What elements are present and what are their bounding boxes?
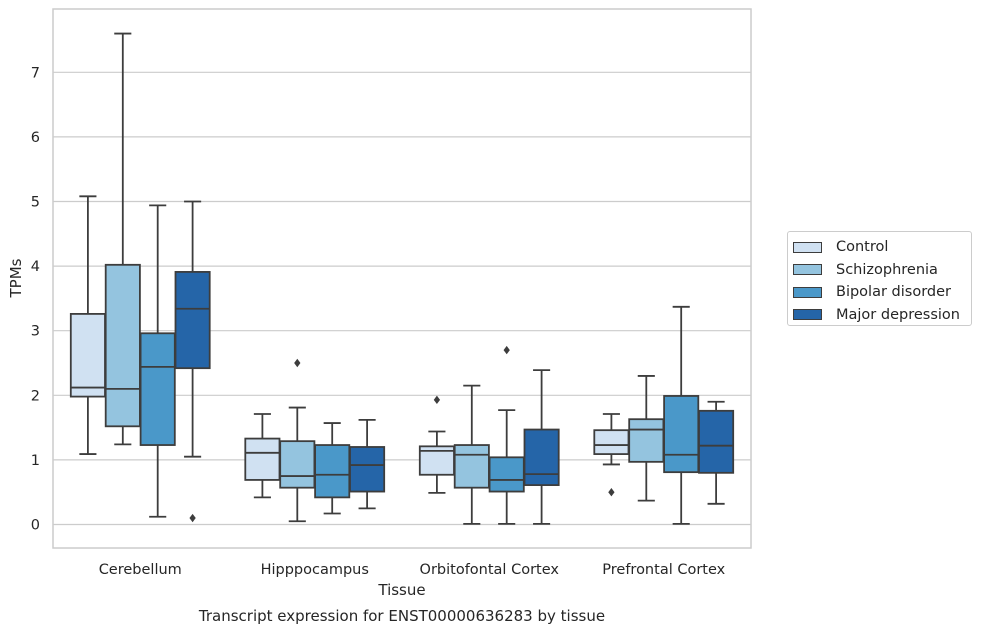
box-iqr [663,395,700,474]
box [418,395,455,494]
y-tick-label: 0 [31,518,40,534]
box-iqr [279,440,316,489]
legend-label: Major depression [836,306,960,323]
box-iqr [593,429,630,455]
outlier-point [294,358,301,368]
box [453,384,490,525]
y-tick-label: 7 [31,65,40,81]
box [628,375,665,502]
box [139,204,176,518]
outlier-point [433,395,441,405]
legend-item-major-depression: Major depression [793,304,971,327]
legend-label: Bipolar disorder [836,284,951,301]
y-tick-label: 3 [31,324,40,340]
box [314,422,351,515]
box-iqr [314,444,351,499]
legend-label: Control [836,239,889,256]
legend-swatch [793,286,822,298]
legend-swatch [793,241,822,253]
chart-title: Transcript expression for ENST0000063628… [198,607,605,625]
x-tick-label: Cerebellum [99,562,182,578]
legend-swatch [793,264,822,276]
box [244,413,281,499]
legend-label: Schizophrenia [836,261,938,278]
box [698,400,735,505]
box-iqr [174,271,211,370]
legend-swatch [793,309,822,321]
y-tick-label: 4 [31,259,40,275]
y-tick-label: 2 [31,388,40,404]
box-iqr [523,428,560,486]
y-axis-label: TPMs [7,258,25,298]
box [523,369,560,525]
outlier-point [608,488,615,497]
x-tick-label: Orbitofontal Cortex [420,562,560,578]
box-iqr [104,263,141,428]
box-iqr [139,332,176,446]
box-iqr [453,444,490,489]
y-tick-label: 6 [31,130,40,146]
box-iqr [488,456,525,493]
y-tick-label: 1 [31,453,40,469]
legend-item-bipolar-disorder: Bipolar disorder [793,281,971,304]
box [663,305,700,525]
box-iqr [628,418,665,463]
x-tick-labels: Cerebellum Hipppocampus Orbitofontal Corte… [99,562,726,578]
box [69,195,106,455]
x-tick-label: Prefrontal Cortex [602,562,725,578]
plot-frame [52,8,752,549]
outlier-point [503,345,510,355]
x-axis-label: Tissue [377,581,425,599]
box [488,345,525,525]
box [593,413,630,497]
box-iqr [349,446,386,493]
box [104,32,141,446]
box-iqr [69,313,106,398]
box-iqr [698,409,735,474]
box-iqr [244,437,281,481]
y-tick-label: 5 [31,195,40,211]
outlier-point [189,513,196,523]
legend-item-schizophrenia: Schizophrenia [793,259,971,282]
x-tick-label: Hipppocampus [261,562,369,578]
legend-item-control: Control [793,236,971,259]
legend: Control Schizophrenia Bipolar disorder M… [787,231,972,326]
box [174,200,211,523]
y-tick-labels: 0 1 2 3 4 5 6 7 [31,65,40,533]
boxes [69,32,735,525]
box [279,358,316,523]
box [349,418,386,510]
